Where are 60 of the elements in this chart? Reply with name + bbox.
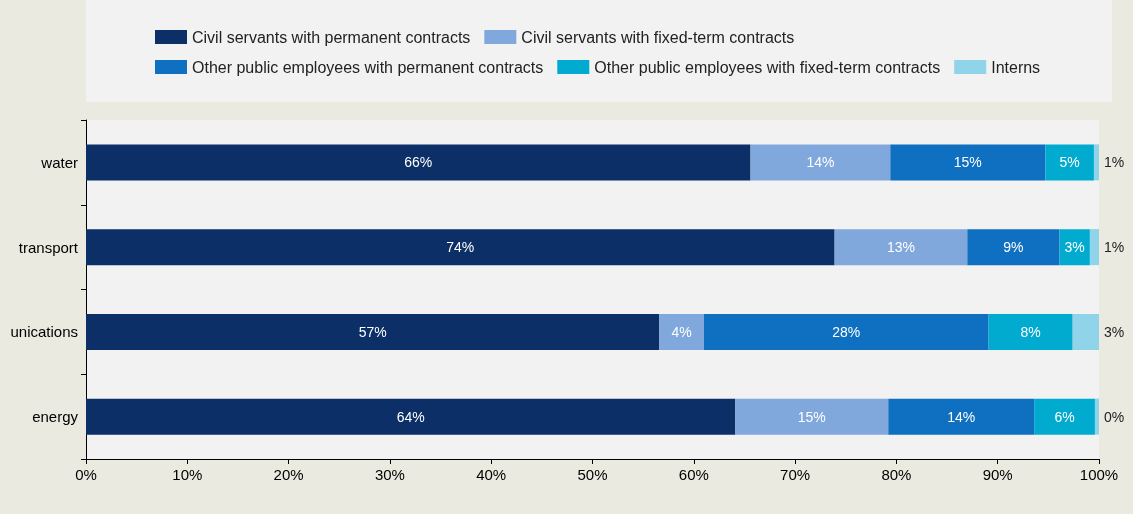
- bar: [703, 313, 989, 350]
- bar: [1093, 144, 1099, 181]
- x-tick-label: 50%: [577, 466, 608, 483]
- x-tick-label: 60%: [678, 466, 709, 483]
- data-label: 28%: [832, 323, 861, 340]
- x-tick-label: 30%: [374, 466, 405, 483]
- data-label: 8%: [1020, 323, 1041, 340]
- bar: [1089, 229, 1099, 266]
- data-label: 1%: [1104, 239, 1125, 256]
- data-label: 3%: [1064, 239, 1085, 256]
- legend-label: Civil servants with permanent contracts: [192, 28, 471, 46]
- bar: [1094, 398, 1099, 435]
- data-label: 64%: [396, 408, 425, 425]
- x-tick-label: 90%: [982, 466, 1013, 483]
- x-tick-label: 100%: [1079, 466, 1119, 483]
- bar: [659, 313, 704, 350]
- data-label: 1%: [1104, 154, 1125, 171]
- legend-label: Other public employees with permanent contracts: [192, 58, 544, 76]
- x-tick-label: 20%: [273, 466, 304, 483]
- data-label: 13%: [886, 239, 915, 256]
- data-label: 6%: [1054, 408, 1075, 425]
- data-label: 0%: [1104, 408, 1125, 425]
- y-tick-label: transport: [18, 238, 79, 256]
- bar: [750, 144, 891, 181]
- bar: [888, 398, 1035, 435]
- bar: [834, 229, 968, 266]
- bar: [86, 144, 751, 181]
- data-label: 3%: [1104, 323, 1125, 340]
- x-tick-label: 70%: [780, 466, 811, 483]
- bar: [86, 313, 660, 350]
- y-tick-label: water: [40, 153, 78, 171]
- data-label: 15%: [797, 408, 826, 425]
- data-label: 15%: [953, 154, 982, 171]
- bar: [967, 229, 1060, 266]
- y-tick-label: energy: [32, 408, 79, 426]
- bar: [735, 398, 889, 435]
- legend-label: Civil servants with fixed-term contracts: [521, 28, 795, 46]
- legend-label: Other public employees with fixed-term contracts: [594, 58, 941, 76]
- bar: [890, 144, 1046, 181]
- data-label: 74%: [446, 239, 475, 256]
- data-label: 14%: [947, 408, 976, 425]
- bar: [988, 313, 1073, 350]
- legend-label: Interns: [991, 58, 1041, 76]
- data-label: 5%: [1059, 154, 1080, 171]
- bar: [1034, 398, 1095, 435]
- x-tick-label: 80%: [881, 466, 912, 483]
- data-label: 14%: [806, 154, 835, 171]
- data-label: 57%: [358, 323, 387, 340]
- data-label: 9%: [1003, 239, 1024, 256]
- x-tick-label: 0%: [75, 466, 97, 483]
- bar: [1059, 229, 1090, 266]
- y-tick-label: unications: [10, 323, 78, 341]
- bar: [86, 398, 736, 435]
- x-tick-label: 40%: [476, 466, 507, 483]
- bar: [1045, 144, 1094, 181]
- data-label: 4%: [671, 323, 692, 340]
- bar: [1072, 313, 1099, 350]
- data-label: 66%: [404, 154, 433, 171]
- x-tick-label: 10%: [172, 466, 203, 483]
- bar: [86, 229, 835, 266]
